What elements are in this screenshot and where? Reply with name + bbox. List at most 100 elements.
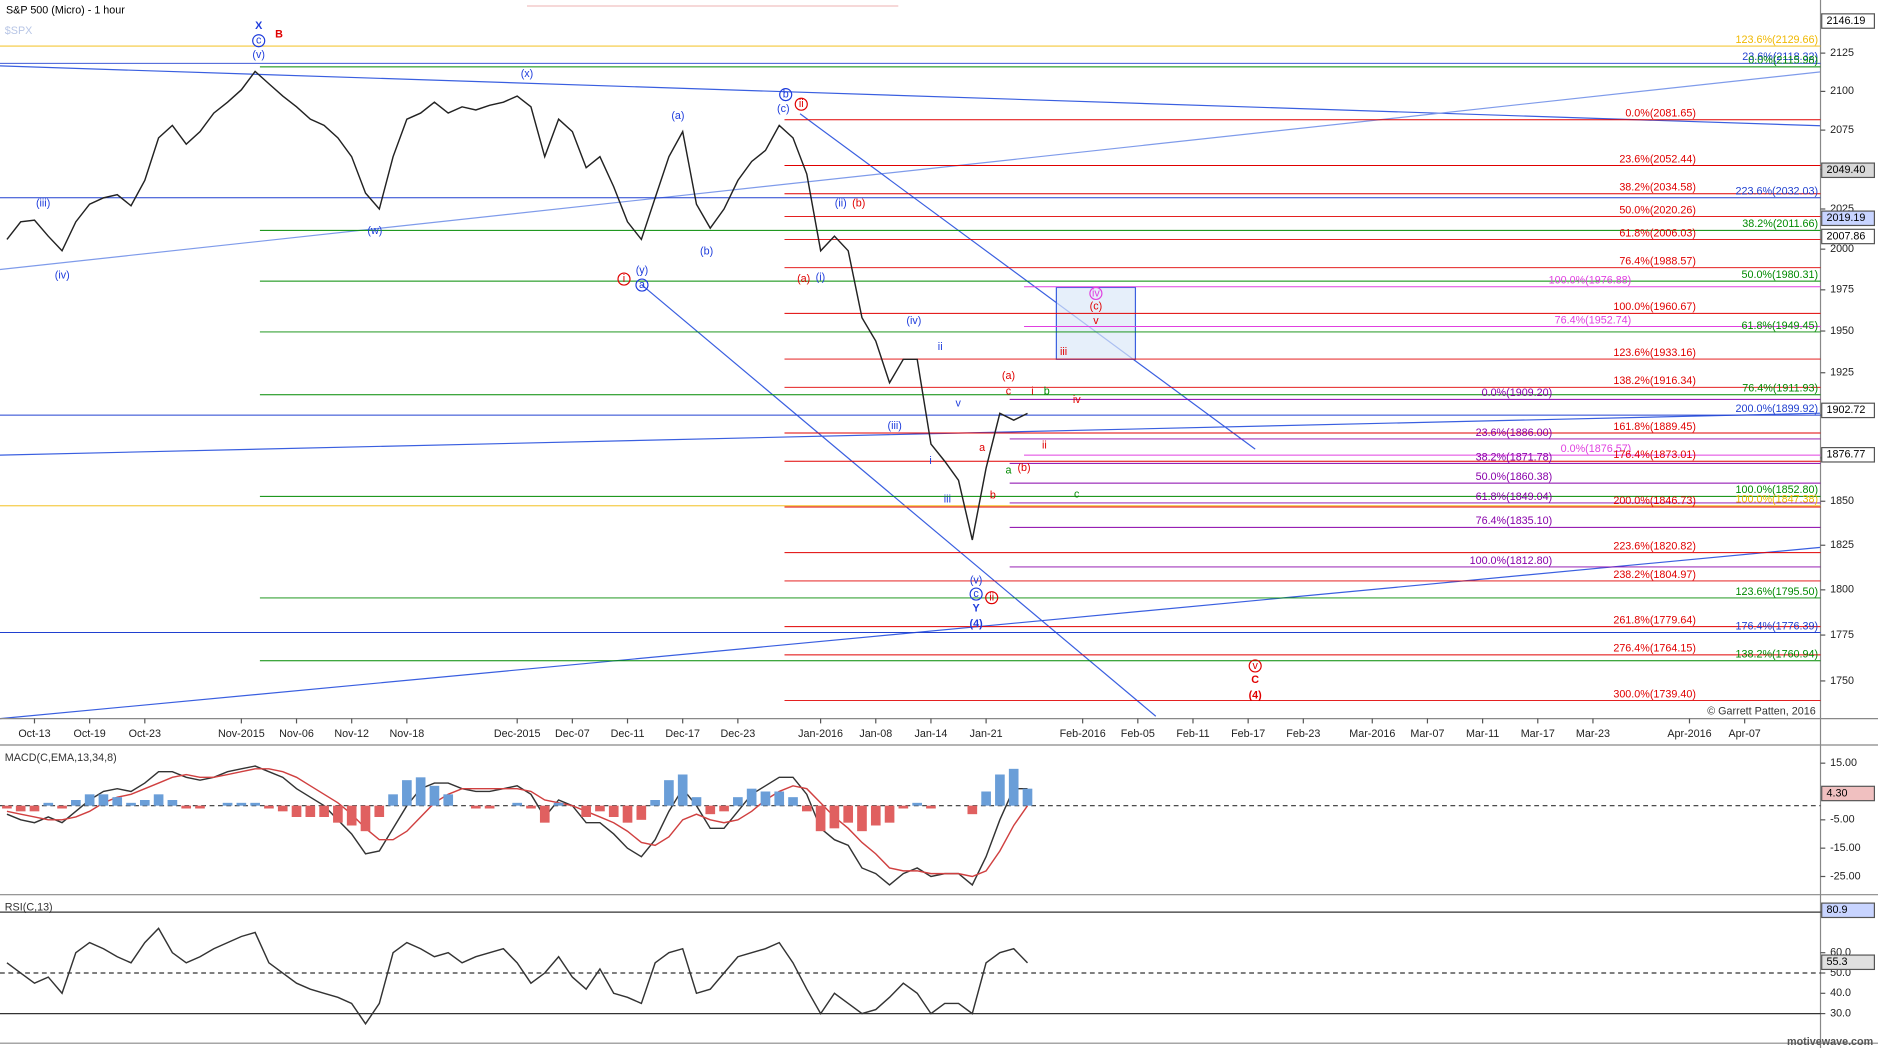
fib-level-label: 223.6%(2032.03) <box>1736 186 1819 198</box>
fib-level-label: 100.0%(1847.38) <box>1736 494 1819 506</box>
x-tick-label: Mar-07 <box>1410 728 1444 740</box>
fib-level-label: 38.2%(2034.58) <box>1619 182 1696 194</box>
histogram-bar <box>222 802 233 806</box>
histogram-bar <box>733 797 743 806</box>
wave-label: X <box>255 20 263 32</box>
histogram-bar <box>443 794 454 806</box>
trend-line <box>0 412 1821 456</box>
fib-level-label: 123.6%(1933.16) <box>1613 347 1696 359</box>
fib-level-label: 0.0%(1876.57) <box>1561 443 1632 455</box>
fib-level-label: 0.0%(2081.65) <box>1625 108 1696 120</box>
symbol-watermark: $SPX <box>5 25 33 37</box>
wave-label: (a) <box>1002 370 1015 382</box>
histogram-bar <box>636 805 647 820</box>
x-tick-label: Feb-11 <box>1176 728 1209 740</box>
histogram-bar <box>967 805 978 815</box>
wave-circle <box>635 278 649 292</box>
histogram-bar <box>291 805 302 817</box>
price-marker-label: 2007.86 <box>1826 230 1865 242</box>
y-tick-label: 1775 <box>1830 629 1854 641</box>
y-tick-label: -15.00 <box>1830 842 1861 854</box>
histogram-bar <box>512 802 523 806</box>
wave-label: (b) <box>1017 462 1030 474</box>
histogram-bar <box>236 802 247 806</box>
price-marker-label: 55.3 <box>1826 956 1847 968</box>
price-marker <box>1821 785 1876 802</box>
price-marker <box>1821 954 1876 971</box>
wave-label: (b) <box>852 197 865 209</box>
fib-level-label: 200.0%(1899.92) <box>1736 403 1819 415</box>
wave-circle <box>1089 286 1103 301</box>
x-tick-label: Feb-17 <box>1231 728 1265 740</box>
histogram-bar <box>746 788 757 806</box>
x-tick-label: Oct-19 <box>73 728 105 740</box>
histogram-bar <box>264 805 274 809</box>
indicator-line <box>6 768 1029 878</box>
wave-label: iii <box>944 493 951 505</box>
histogram-bar <box>429 785 440 806</box>
histogram-bar <box>153 794 164 806</box>
histogram-bar <box>1008 768 1019 806</box>
y-tick-label: 15.00 <box>1830 757 1857 769</box>
fib-level-label: 50.0%(1980.31) <box>1741 269 1818 281</box>
x-tick-label: Mar-2016 <box>1349 728 1395 740</box>
wave-circle <box>969 587 983 601</box>
histogram-bar <box>181 805 192 809</box>
wave-label: ii <box>1042 439 1047 451</box>
x-tick-label: Dec-23 <box>720 728 755 740</box>
wave-label: b <box>783 88 789 100</box>
y-tick-label: 2125 <box>1830 47 1854 59</box>
trend-line <box>0 65 1821 127</box>
fib-level-label: 161.8%(1889.45) <box>1613 421 1696 433</box>
wave-label: iv <box>1073 394 1081 406</box>
y-tick-label: 1950 <box>1830 325 1854 337</box>
wave-circle <box>779 88 793 102</box>
y-tick-label: 1850 <box>1830 495 1854 507</box>
histogram-bar <box>981 791 991 806</box>
wave-label: (c) <box>777 103 790 115</box>
histogram-bar <box>581 805 591 817</box>
wave-label: (i) <box>816 272 826 284</box>
histogram-bar <box>1022 788 1033 806</box>
wave-label: (ii) <box>835 197 847 209</box>
histogram-bar <box>2 805 12 809</box>
wave-label: a <box>1005 465 1011 477</box>
fib-level-label: 100.0%(1960.67) <box>1613 301 1696 313</box>
histogram-bar <box>788 797 798 806</box>
y-tick-label: 2000 <box>1830 243 1854 255</box>
histogram-bar <box>195 805 205 809</box>
x-tick-label: Nov-2015 <box>218 728 265 740</box>
wave-label: a <box>979 442 985 454</box>
fib-level-label: 200.0%(1846.73) <box>1613 495 1696 507</box>
y-tick-label: 2100 <box>1830 85 1854 97</box>
fib-level-label: 123.6%(2129.66) <box>1736 34 1819 46</box>
price-marker <box>1821 902 1876 919</box>
histogram-bar <box>898 805 909 809</box>
histogram-bar <box>484 805 495 809</box>
wave-label: (y) <box>636 265 649 277</box>
wave-label: (v) <box>970 575 983 587</box>
wave-label: i <box>929 455 931 467</box>
histogram-bar <box>664 780 674 806</box>
x-tick-label: Jan-2016 <box>798 728 843 740</box>
histogram-bar <box>167 800 178 806</box>
wave-label: v <box>1093 315 1099 327</box>
price-marker <box>1821 162 1876 179</box>
fib-level-label: 76.4%(1835.10) <box>1476 515 1553 527</box>
wave-label: v <box>1252 660 1258 672</box>
wave-label: C <box>1251 674 1259 686</box>
wave-label: (a) <box>797 273 810 285</box>
wave-label: i <box>623 273 625 285</box>
trend-line <box>0 71 1821 271</box>
x-tick-label: Feb-05 <box>1121 728 1155 740</box>
price-marker-label: 4.30 <box>1826 787 1847 799</box>
wave-label: c <box>256 35 262 47</box>
x-tick-label: Mar-17 <box>1521 728 1555 740</box>
wave-circle <box>985 591 999 605</box>
y-tick-label: -5.00 <box>1830 814 1855 826</box>
fib-level-label: 23.6%(2052.44) <box>1619 153 1696 165</box>
wave-label: (4) <box>1249 690 1263 702</box>
fib-level-label: 100.0%(1976.88) <box>1549 275 1632 287</box>
